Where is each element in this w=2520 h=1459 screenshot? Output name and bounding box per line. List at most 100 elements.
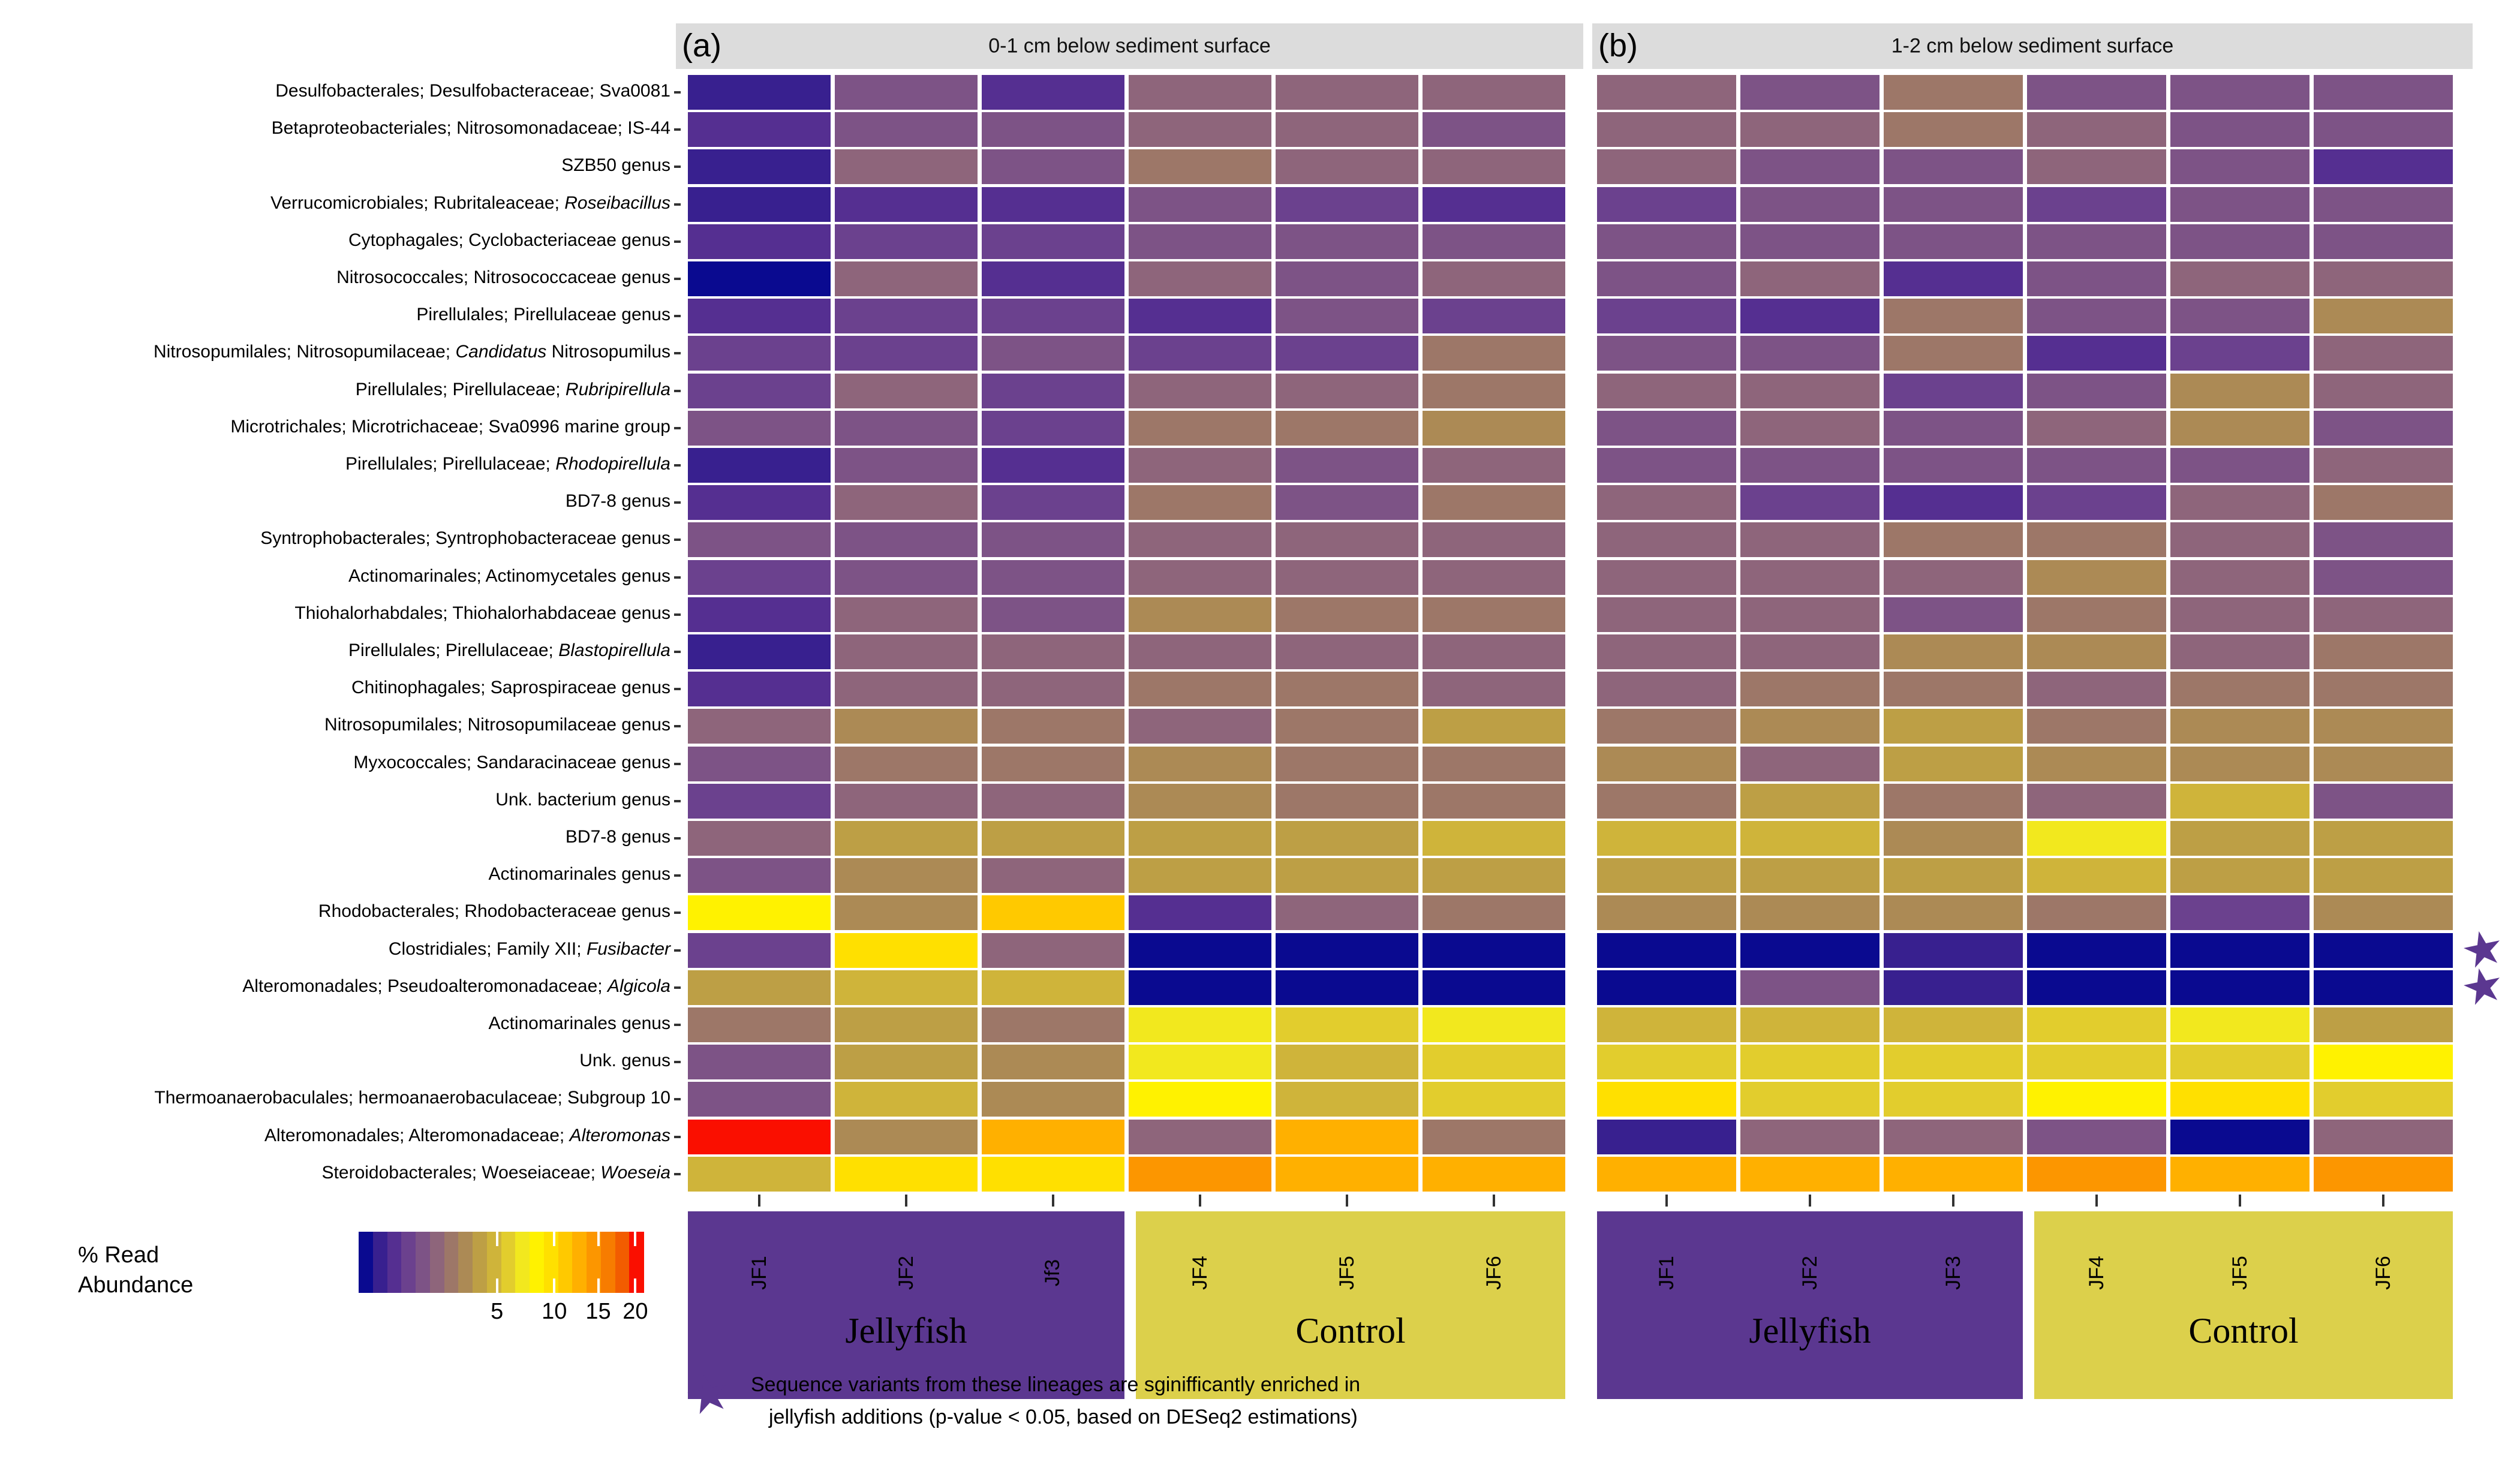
heatmap-cell bbox=[1884, 1082, 2023, 1117]
heatmap-cell bbox=[2027, 746, 2166, 781]
heatmap-cell bbox=[2170, 1156, 2310, 1192]
heatmap-cell bbox=[2314, 448, 2453, 483]
heatmap-cell bbox=[2027, 559, 2166, 595]
heatmap-cell bbox=[1884, 522, 2023, 558]
heatmap-cell bbox=[1129, 559, 1271, 595]
heatmap-cell bbox=[1597, 634, 1736, 669]
heatmap-cell bbox=[1423, 559, 1565, 595]
row-axis-tick bbox=[674, 651, 681, 653]
heatmap-cell bbox=[1597, 522, 1736, 558]
heatmap-cell bbox=[688, 821, 831, 856]
heatmap-cell bbox=[1423, 634, 1565, 669]
heatmap-cell bbox=[2170, 1045, 2310, 1080]
heatmap-cell bbox=[835, 410, 978, 446]
heatmap-cell bbox=[1597, 672, 1736, 707]
heatmap-cell bbox=[1129, 1082, 1271, 1117]
heatmap-cell bbox=[2027, 448, 2166, 483]
row-label: Thiohalorhabdales; Thiohalorhabdaceae ge… bbox=[294, 603, 670, 623]
heatmap-cell bbox=[1597, 709, 1736, 744]
sample-label: JF1 bbox=[1655, 1255, 1678, 1290]
heatmap-cell bbox=[1129, 821, 1271, 856]
heatmap-cell bbox=[1740, 895, 1880, 931]
row-axis-tick bbox=[674, 539, 681, 542]
heatmap-cell bbox=[1597, 373, 1736, 408]
heatmap-cell bbox=[835, 672, 978, 707]
group-label-control: Control bbox=[1295, 1311, 1406, 1350]
heatmap-cell bbox=[1276, 224, 1418, 259]
heatmap-cell bbox=[982, 672, 1124, 707]
heatmap-cell bbox=[1129, 1007, 1271, 1042]
heatmap-cell bbox=[1740, 149, 1880, 185]
heatmap-cell bbox=[835, 1045, 978, 1080]
group-bar-control bbox=[2034, 1211, 2453, 1399]
heatmap-cell bbox=[1884, 1045, 2023, 1080]
panel-b-tag: (b) bbox=[1598, 27, 1638, 64]
legend-tick-mark bbox=[634, 1278, 637, 1293]
heatmap-cell bbox=[2027, 186, 2166, 222]
heatmap-cell bbox=[1740, 410, 1880, 446]
heatmap-cell bbox=[1276, 299, 1418, 334]
sample-label: JF3 bbox=[1941, 1255, 1965, 1290]
legend-tick-mark bbox=[553, 1232, 556, 1246]
heatmap-cell bbox=[1276, 261, 1418, 296]
heatmap-cell bbox=[1597, 112, 1736, 148]
heatmap-cell bbox=[1276, 448, 1418, 483]
row-label: Unk. genus bbox=[579, 1051, 670, 1071]
legend-tick-mark bbox=[495, 1278, 498, 1293]
heatmap-cell bbox=[1129, 1156, 1271, 1192]
heatmap-cell bbox=[688, 112, 831, 148]
row-label: Chitinophagales; Saprospiraceae genus bbox=[351, 678, 670, 698]
heatmap-cell bbox=[1884, 1007, 2023, 1042]
heatmap-cell bbox=[982, 336, 1124, 371]
heatmap-cell bbox=[1740, 261, 1880, 296]
heatmap-cell bbox=[1740, 485, 1880, 521]
heatmap-cell bbox=[982, 858, 1124, 894]
legend-color-band bbox=[458, 1232, 473, 1293]
heatmap-cell bbox=[835, 1007, 978, 1042]
heatmap-cell bbox=[688, 672, 831, 707]
heatmap-cell bbox=[2314, 336, 2453, 371]
row-label: Microtrichales; Microtrichaceae; Sva0996… bbox=[230, 416, 670, 437]
heatmap-cell bbox=[2314, 970, 2453, 1005]
heatmap-cell bbox=[1276, 597, 1418, 632]
heatmap-cell bbox=[1740, 112, 1880, 148]
heatmap-cell bbox=[2027, 858, 2166, 894]
heatmap-cell bbox=[2170, 112, 2310, 148]
heatmap-cell bbox=[1884, 634, 2023, 669]
heatmap-cell bbox=[1276, 895, 1418, 931]
heatmap-cell bbox=[2027, 336, 2166, 371]
heatmap-cell bbox=[1740, 858, 1880, 894]
heatmap-cell bbox=[835, 746, 978, 781]
legend-tick-mark bbox=[553, 1278, 556, 1293]
heatmap-cell bbox=[2314, 1045, 2453, 1080]
heatmap-cell bbox=[2027, 1082, 2166, 1117]
heatmap-cell bbox=[1884, 1156, 2023, 1192]
legend-tick-mark bbox=[597, 1278, 600, 1293]
panel-a-tag: (a) bbox=[682, 27, 721, 64]
heatmap-cell bbox=[1740, 559, 1880, 595]
row-axis-tick bbox=[674, 1135, 681, 1138]
heatmap-cell bbox=[2027, 821, 2166, 856]
heatmap-cell bbox=[1423, 1007, 1565, 1042]
heatmap-cell bbox=[1129, 634, 1271, 669]
group-bar-jellyfish bbox=[688, 1211, 1124, 1399]
heatmap-cell bbox=[1129, 448, 1271, 483]
heatmap-cell bbox=[2027, 634, 2166, 669]
sample-label: Jf3 bbox=[1041, 1259, 1064, 1286]
legend-tick-label: 5 bbox=[491, 1299, 504, 1324]
heatmap-cell bbox=[1740, 932, 1880, 968]
heatmap-cell bbox=[1597, 186, 1736, 222]
heatmap-cell bbox=[2314, 783, 2453, 819]
heatmap-cell bbox=[1129, 112, 1271, 148]
column-axis-tick bbox=[1952, 1195, 1954, 1207]
heatmap-cell bbox=[982, 597, 1124, 632]
heatmap-cell bbox=[982, 1119, 1124, 1154]
heatmap-cell bbox=[2027, 932, 2166, 968]
heatmap-cell bbox=[1423, 709, 1565, 744]
panel-a-header-strip: (a) 0-1 cm below sediment surface bbox=[676, 23, 1583, 69]
heatmap-cell bbox=[1423, 1119, 1565, 1154]
heatmap-cell bbox=[2027, 410, 2166, 446]
heatmap-cell bbox=[2170, 746, 2310, 781]
heatmap-cell bbox=[1423, 261, 1565, 296]
heatmap-cell bbox=[1597, 1119, 1736, 1154]
